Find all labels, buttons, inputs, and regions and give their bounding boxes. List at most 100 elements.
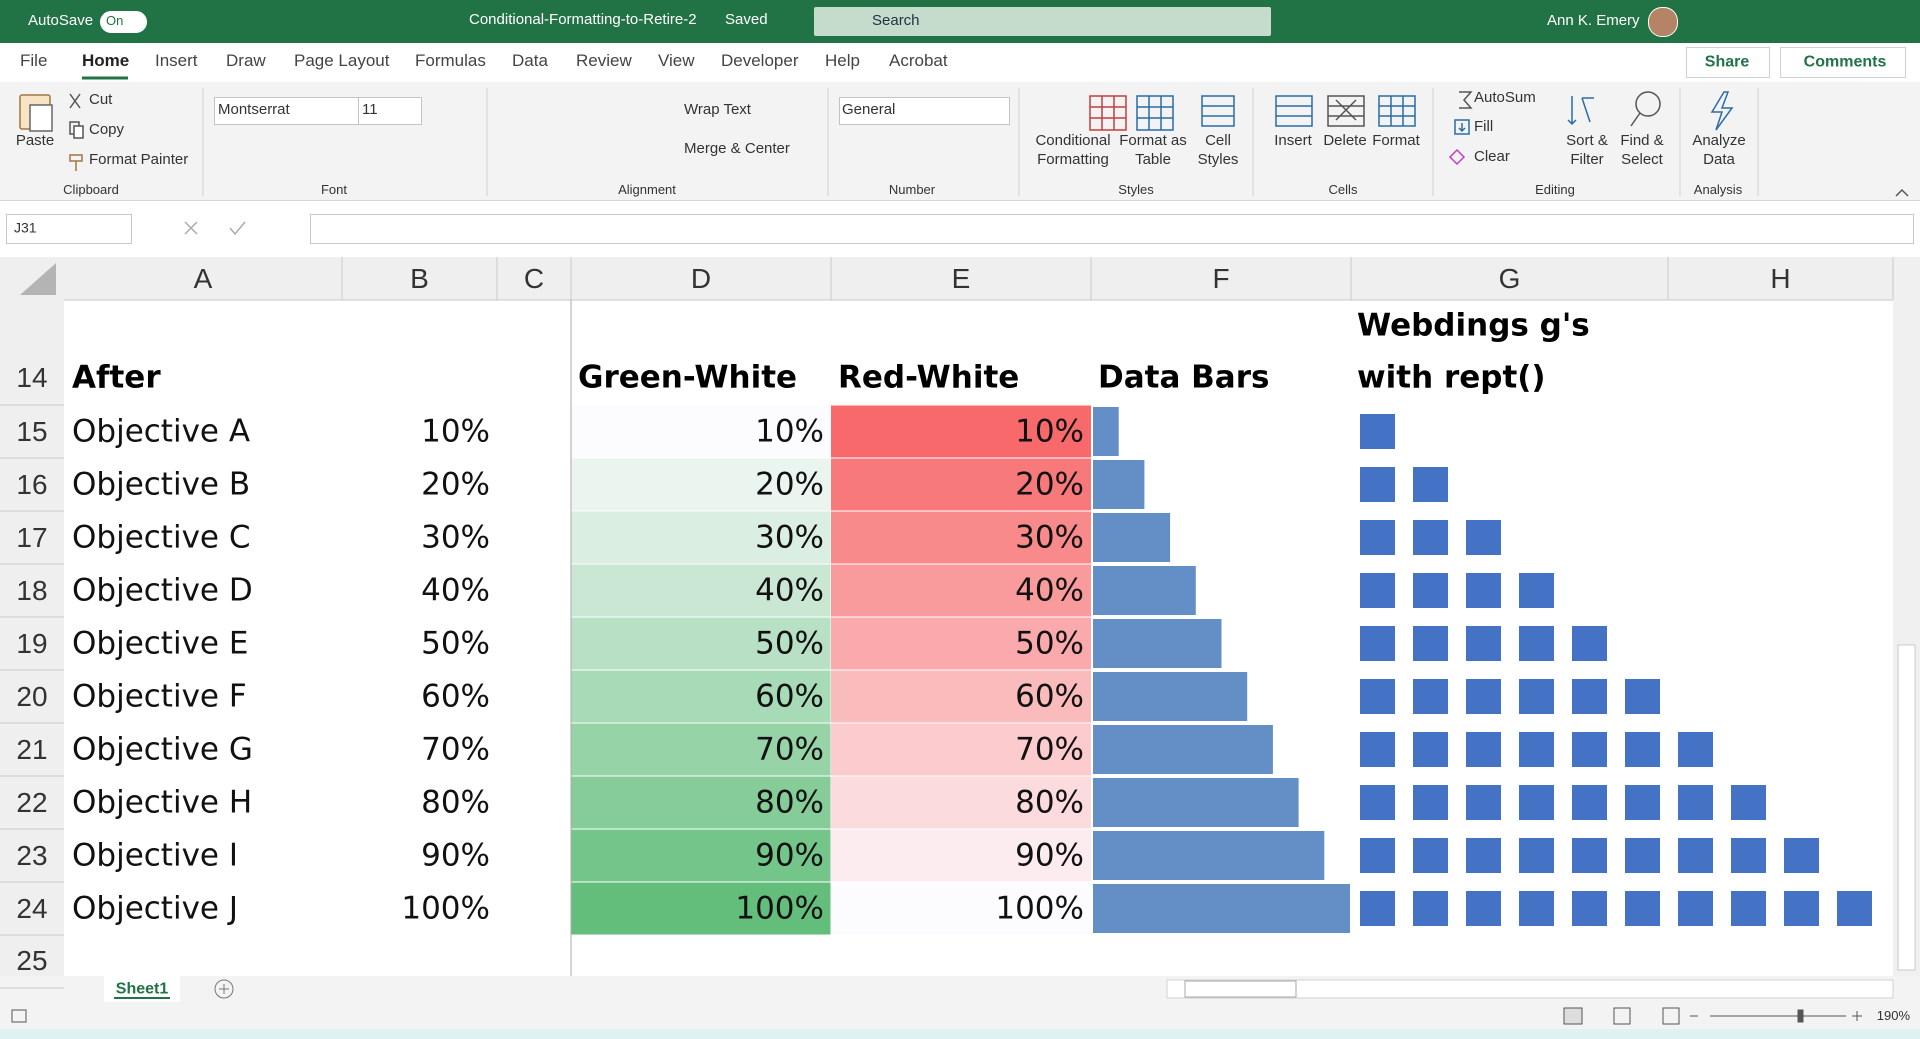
column-header[interactable]: F [1212, 263, 1230, 295]
row-header[interactable]: 21 [16, 733, 48, 765]
color-scale-cell [571, 829, 831, 882]
styles-button[interactable]: Conditional [1035, 132, 1111, 149]
column-header[interactable]: D [690, 263, 712, 295]
row-header[interactable]: 18 [16, 574, 48, 606]
row-header[interactable]: 24 [16, 892, 48, 924]
paste-button[interactable]: Paste [15, 132, 55, 149]
number-format[interactable]: General [842, 101, 896, 118]
menu-tab[interactable]: Data [512, 50, 548, 70]
cell-value: 30% [1015, 518, 1084, 555]
row-header[interactable]: 17 [16, 521, 48, 553]
color-scale-cell [831, 829, 1091, 882]
styles-button[interactable]: Format as [1119, 132, 1187, 149]
analyze-button[interactable]: Data [1703, 151, 1735, 168]
menu-tab[interactable]: Page Layout [294, 50, 390, 70]
formula-input[interactable] [310, 214, 1914, 244]
menu-tab[interactable]: File [20, 50, 48, 70]
editing-button[interactable]: Filter [1570, 151, 1604, 168]
menu-tab[interactable]: Insert [155, 50, 198, 70]
cell-value: 30% [421, 518, 490, 555]
group-label: Font [320, 182, 348, 198]
fill-button[interactable]: Fill [1474, 118, 1494, 135]
clear-button[interactable]: Clear [1474, 148, 1510, 165]
column-header[interactable]: B [410, 263, 429, 295]
group-label: Editing [1535, 182, 1575, 198]
header-cell: Green-White [578, 359, 798, 396]
cell-value: 40% [421, 571, 490, 608]
wrap-text-button[interactable]: Wrap Text [684, 101, 751, 118]
column-header[interactable]: H [1770, 263, 1791, 295]
menu-tab[interactable]: Review [576, 50, 632, 70]
cell-value: 60% [1015, 677, 1084, 714]
merge-center-button[interactable]: Merge & Center [684, 140, 790, 157]
data-bar [1093, 407, 1119, 456]
cell-value: 100% [401, 889, 490, 926]
cell-value: 100% [995, 889, 1084, 926]
autosave-state[interactable]: On [106, 13, 124, 29]
header-cell: with rept() [1357, 359, 1546, 396]
search-box[interactable] [814, 7, 1271, 36]
styles-button[interactable]: Styles [1197, 151, 1239, 168]
autosave-toggle[interactable] [100, 11, 147, 33]
share-button[interactable] [1686, 47, 1770, 78]
editing-button[interactable]: Sort & [1566, 132, 1608, 149]
styles-button[interactable]: Cell [1205, 132, 1231, 149]
menu-tab[interactable]: View [658, 50, 695, 70]
row-header[interactable]: 14 [16, 362, 48, 394]
cell-value: 90% [1015, 836, 1084, 873]
number-format-box[interactable] [839, 97, 1010, 125]
search-placeholder[interactable]: Search [872, 12, 920, 29]
column-header[interactable]: E [951, 263, 971, 295]
name-box[interactable] [6, 214, 132, 244]
format-painter-button[interactable]: Format Painter [89, 151, 189, 168]
column-header[interactable]: G [1498, 263, 1521, 295]
menu-tab[interactable]: Developer [721, 50, 799, 70]
cell-text: Objective G [72, 730, 253, 767]
column-header[interactable]: C [523, 263, 545, 295]
cell-text: Objective F [72, 677, 247, 714]
insert-button[interactable]: Insert [1274, 132, 1312, 149]
row-header[interactable]: 15 [16, 415, 48, 447]
data-bar [1093, 831, 1325, 880]
menu-tab[interactable]: Acrobat [889, 50, 948, 70]
editing-button[interactable]: Select [1621, 151, 1663, 168]
cell-text: Objective J [72, 889, 238, 926]
avatar[interactable] [1648, 7, 1678, 37]
editing-button[interactable]: Find & [1620, 132, 1664, 149]
font-size[interactable]: 11 [362, 101, 378, 118]
comments-label[interactable]: Comments [1803, 53, 1887, 71]
font-size-box[interactable] [358, 97, 422, 125]
delete-button[interactable]: Delete [1323, 132, 1367, 149]
color-scale-cell [571, 882, 831, 935]
copy-button[interactable]: Copy [89, 121, 125, 138]
row-header[interactable]: 16 [16, 468, 48, 500]
color-scale-cell [571, 617, 831, 670]
format-button[interactable]: Format [1372, 132, 1420, 149]
menu-tab[interactable]: Home [82, 50, 130, 70]
autosum-button[interactable]: AutoSum [1474, 89, 1536, 106]
font-name-box[interactable] [214, 97, 360, 125]
styles-button[interactable]: Table [1135, 151, 1171, 168]
row-header[interactable]: 23 [16, 839, 48, 871]
comments-button[interactable] [1780, 47, 1906, 78]
analyze-button[interactable]: Analyze [1692, 132, 1746, 149]
webdings-squares: ggggggggg [1360, 838, 1838, 873]
sheet-tab[interactable]: Sheet1 [115, 980, 169, 998]
row-header[interactable]: 19 [16, 627, 48, 659]
row-header[interactable]: 22 [16, 786, 48, 818]
row-header[interactable]: 25 [16, 945, 48, 977]
group-label: Cells [1328, 182, 1358, 198]
share-label[interactable]: Share [1704, 53, 1750, 71]
font-name[interactable]: Montserrat [218, 101, 290, 118]
row-header[interactable]: 20 [16, 680, 48, 712]
styles-button[interactable]: Formatting [1037, 151, 1109, 168]
group-label: Alignment [618, 182, 676, 198]
column-header[interactable]: A [193, 263, 213, 295]
cut-button[interactable]: Cut [89, 91, 113, 108]
menu-tab[interactable]: Draw [226, 50, 266, 70]
group-label: Number [888, 182, 936, 198]
menu-tab[interactable]: Help [825, 50, 860, 70]
cell-reference[interactable]: J31 [14, 219, 37, 236]
menu-tab[interactable]: Formulas [415, 50, 486, 70]
cell-value: 90% [421, 836, 490, 873]
